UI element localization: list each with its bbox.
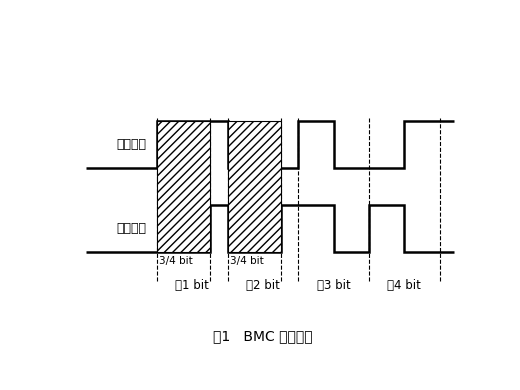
Bar [228, 121, 281, 252]
Text: 第1 bit: 第1 bit [175, 278, 209, 292]
Text: 3/4 bit: 3/4 bit [230, 257, 264, 266]
Text: 第2 bit: 第2 bit [246, 278, 280, 292]
Text: 3/4 bit: 3/4 bit [159, 257, 193, 266]
Text: 图1   BMC 解码规则: 图1 BMC 解码规则 [213, 329, 313, 343]
Text: 第3 bit: 第3 bit [317, 278, 350, 292]
Bar [157, 121, 210, 252]
Text: 第4 bit: 第4 bit [387, 278, 421, 292]
Text: 解码结果: 解码结果 [116, 138, 146, 151]
Text: 编码信号: 编码信号 [116, 222, 146, 235]
